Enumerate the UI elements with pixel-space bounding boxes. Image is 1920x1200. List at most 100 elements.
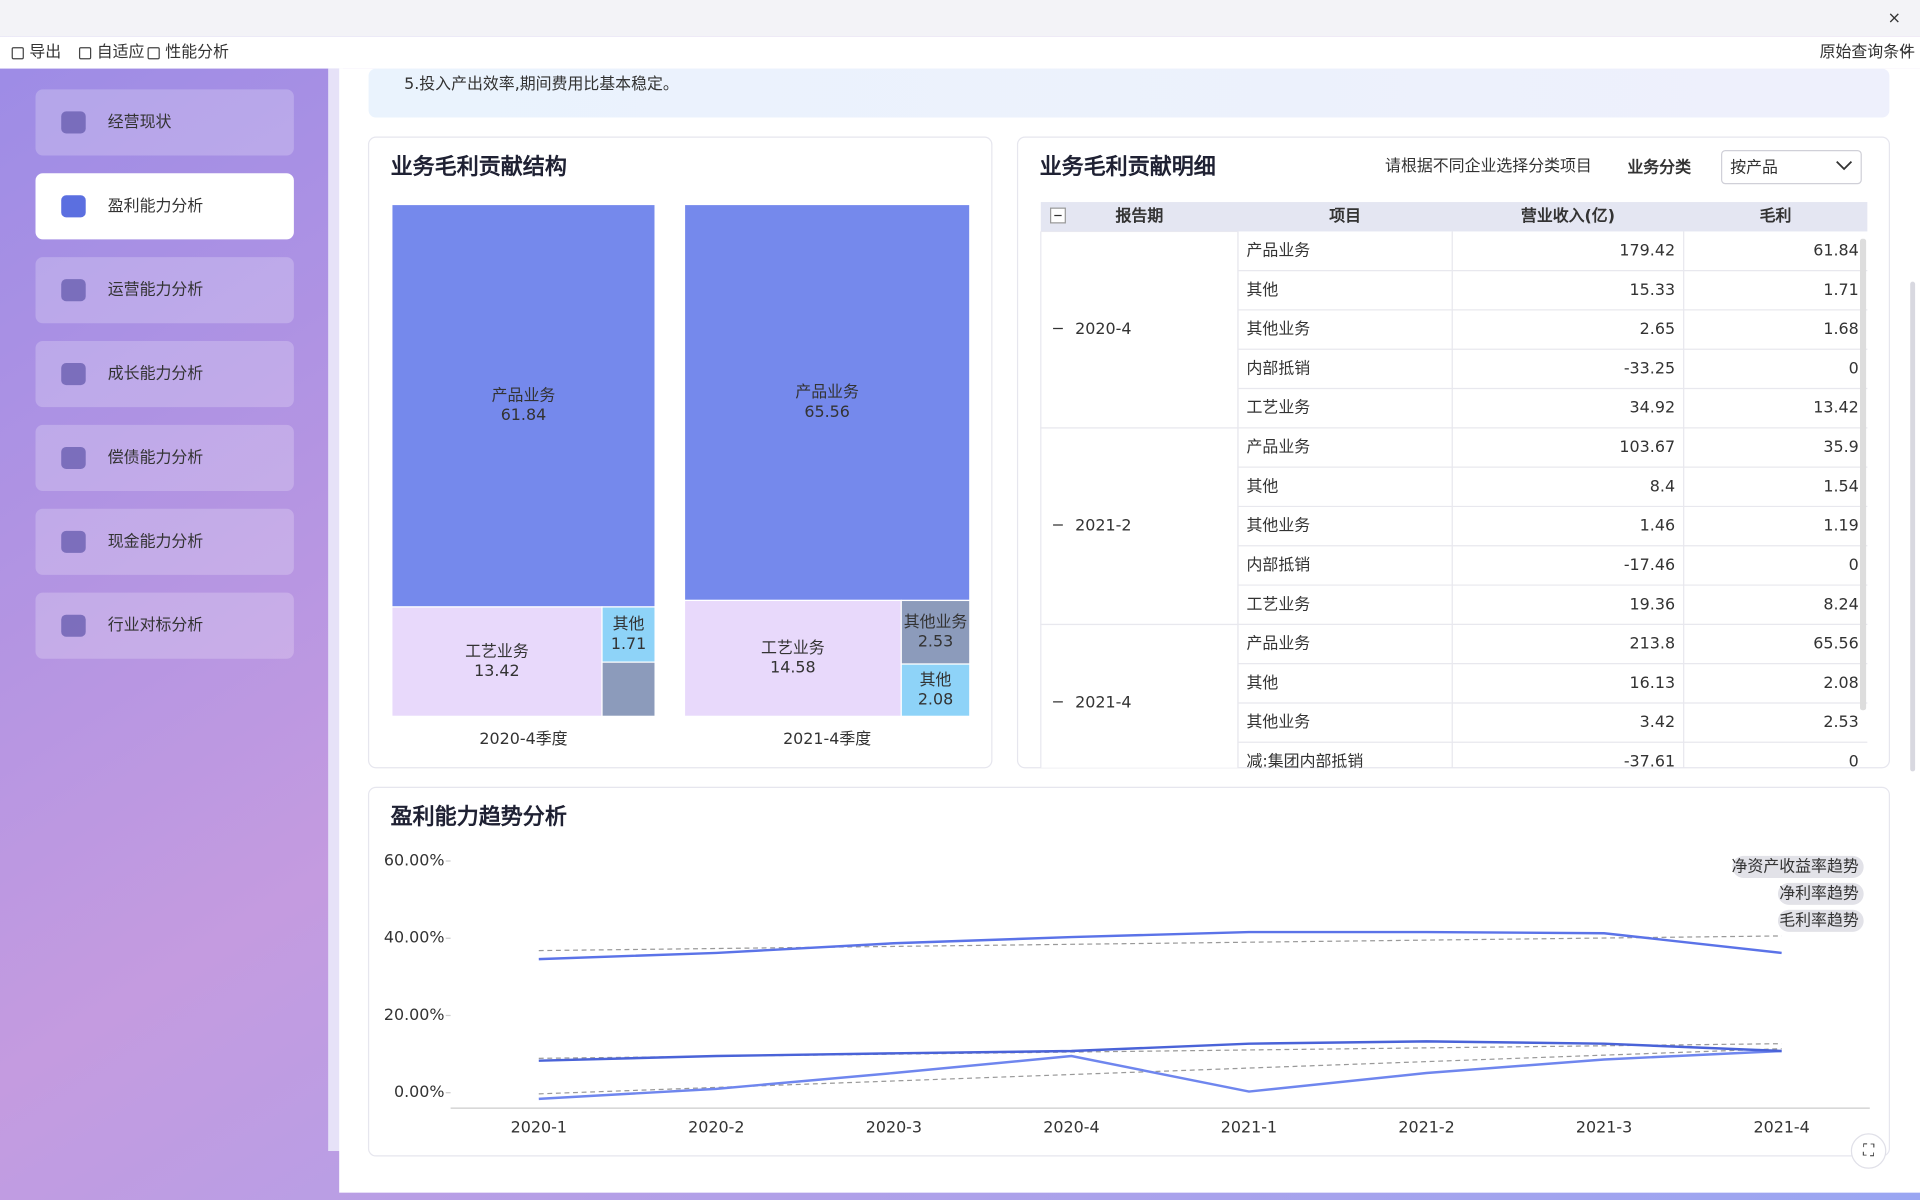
nav-item[interactable] (35, 341, 294, 408)
revenue-cell: -17.46 (1624, 555, 1675, 574)
nav-label: 偿债能力分析 (108, 447, 204, 466)
legend-label[interactable]: 毛利率趋势 (1779, 910, 1859, 929)
trend-panel (367, 786, 1890, 1157)
treemap-cell (391, 203, 656, 608)
filter-value: 按产品 (1730, 157, 1778, 176)
item-cell: 减:集团内部抵销 (1247, 752, 1364, 771)
item-cell: 其他 (1247, 280, 1279, 299)
item-cell: 工艺业务 (1247, 594, 1311, 613)
legend-label[interactable]: 净利率趋势 (1779, 883, 1859, 902)
column-header: 报告期 (1116, 206, 1164, 225)
item-cell: 其他业务 (1247, 319, 1311, 338)
period-label: 2021-4 (1075, 693, 1131, 712)
nav-item[interactable] (35, 257, 294, 324)
close-button[interactable]: × (1888, 8, 1901, 27)
filter-label: 业务分类 (1627, 157, 1691, 176)
series-line (538, 1049, 1782, 1101)
nav-icon (61, 446, 86, 469)
profit-cell: 0 (1849, 752, 1859, 771)
y-tick-label: 40.00% (384, 928, 445, 947)
toolbar-button[interactable]: 自适应 (97, 42, 145, 61)
series-line (538, 930, 1782, 961)
detail-title: 业务毛利贡献明细 (1040, 154, 1216, 180)
nav-label: 现金能力分析 (108, 531, 204, 550)
profit-cell: 0 (1849, 555, 1859, 574)
x-tick-label: 2020-1 (511, 1117, 567, 1136)
profit-cell: 8.24 (1823, 594, 1858, 613)
x-tick-label: 2021-2 (1398, 1117, 1454, 1136)
revenue-cell: 103.67 (1619, 437, 1675, 456)
fullscreen-button[interactable] (1850, 1133, 1887, 1169)
title-bar (0, 0, 1920, 37)
treemap-cell (683, 599, 902, 717)
y-tick-label: 60.00% (384, 851, 445, 870)
toolbar-button[interactable]: 导出 (29, 42, 61, 61)
chart-title: 业务毛利贡献结构 (391, 154, 567, 180)
profit-cell: 0 (1849, 358, 1859, 377)
revenue-cell: -37.61 (1624, 752, 1675, 771)
dropdown-arrow (1836, 160, 1853, 171)
cell-value: 13.42 (474, 661, 520, 680)
treemap-caption: 2021-4季度 (783, 729, 871, 748)
revenue-cell: 19.36 (1630, 594, 1676, 613)
x-tick-label: 2021-1 (1221, 1117, 1277, 1136)
toolbar (0, 36, 1920, 69)
x-tick-label: 2020-3 (866, 1117, 922, 1136)
nav-label: 行业对标分析 (108, 615, 204, 634)
chart-title: 盈利能力趋势分析 (390, 804, 567, 830)
item-cell: 内部抵销 (1247, 555, 1311, 574)
nav-icon (61, 279, 86, 302)
filter-dropdown[interactable] (1721, 150, 1862, 185)
nav-icon (61, 363, 86, 386)
profit-cell: 35.9 (1823, 437, 1858, 456)
nav-icon (61, 614, 86, 637)
nav-item[interactable] (35, 173, 294, 240)
nav-item[interactable] (35, 89, 294, 156)
toolbar-icon (11, 47, 24, 60)
period-cell (1040, 231, 1239, 429)
nav-item[interactable] (35, 424, 294, 492)
cell-label: 其他 (920, 670, 952, 689)
item-cell: 产品业务 (1247, 437, 1311, 456)
item-cell: 其他 (1247, 476, 1279, 495)
period-cell (1040, 427, 1239, 626)
x-tick-label: 2021-3 (1576, 1117, 1632, 1136)
nav-item[interactable] (35, 592, 294, 659)
nav-item[interactable] (35, 508, 294, 575)
legend-label[interactable]: 净资产收益率趋势 (1732, 856, 1859, 875)
cell-label: 产品业务 (795, 382, 859, 401)
notice-banner (368, 68, 1890, 118)
item-cell: 其他业务 (1247, 516, 1311, 535)
revenue-cell: 213.8 (1630, 634, 1676, 653)
profit-cell: 1.71 (1823, 280, 1858, 299)
profit-cell: 13.42 (1813, 398, 1859, 417)
nav-icon (61, 195, 86, 218)
cell-label: 产品业务 (492, 385, 556, 404)
profit-cell: 2.53 (1823, 712, 1858, 731)
y-tick-label: 0.00% (394, 1082, 445, 1101)
cell-value: 61.84 (501, 405, 547, 424)
detail-hint: 请根据不同企业选择分类项目 (1385, 156, 1592, 175)
item-cell: 其他业务 (1247, 712, 1311, 731)
toolbar-button[interactable]: 性能分析 (165, 42, 229, 61)
profit-cell: 2.08 (1823, 673, 1858, 692)
scrollbar (1910, 281, 1916, 772)
treemap-cell (601, 661, 656, 717)
item-cell: 产品业务 (1247, 241, 1311, 260)
column-header: 毛利 (1760, 206, 1792, 225)
query-toggle[interactable]: 原始查询条件 (1820, 42, 1916, 61)
cell-label: 工艺业务 (465, 641, 529, 660)
legend-pill (1777, 909, 1864, 932)
cell-value: 2.08 (918, 689, 953, 708)
revenue-cell: 34.92 (1630, 398, 1676, 417)
table-header (1040, 202, 1868, 232)
profit-cell: 1.19 (1823, 516, 1858, 535)
cell-value: 2.53 (918, 632, 953, 651)
column-header: 营业收入(亿) (1521, 206, 1615, 225)
cell-value: 14.58 (770, 658, 816, 677)
nav-icon (61, 530, 86, 553)
x-tick-label: 2020-4 (1043, 1117, 1099, 1136)
item-cell: 工艺业务 (1247, 398, 1311, 417)
